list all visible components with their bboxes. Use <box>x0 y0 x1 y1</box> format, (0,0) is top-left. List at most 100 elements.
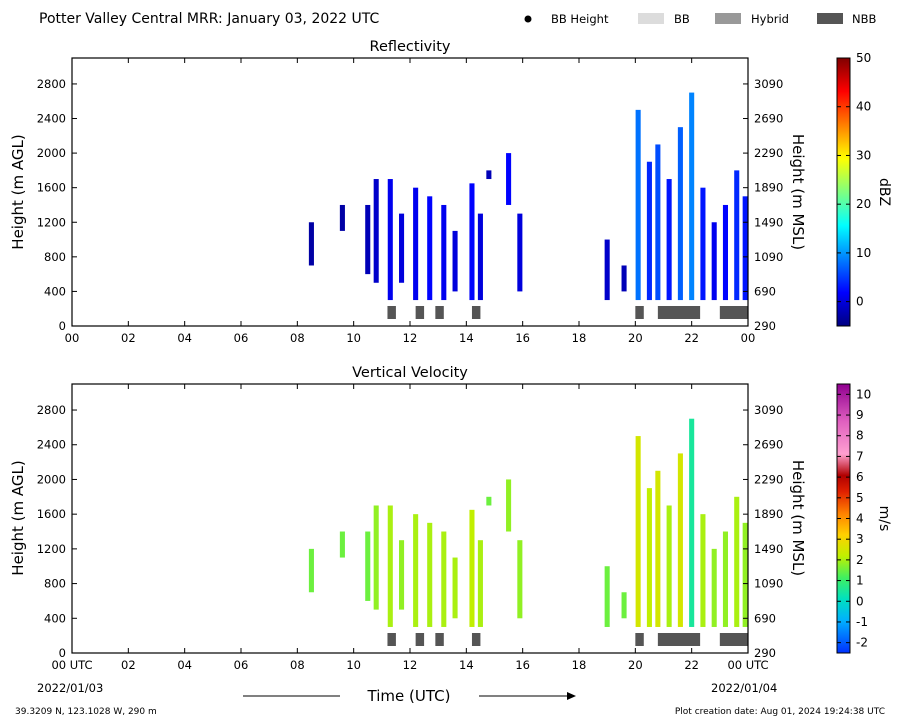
vel-data-column <box>621 592 627 619</box>
vel-data-column <box>604 566 610 627</box>
vel-data-column <box>677 453 683 627</box>
vel-x-tick-label: 00 UTC <box>727 658 768 672</box>
refl-y-tick-label: 2800 <box>37 77 66 91</box>
vel-bright-band-block <box>635 633 644 646</box>
refl-data-column <box>666 179 672 301</box>
refl-data-column <box>621 265 627 292</box>
vel-data-column <box>734 496 740 627</box>
vel-y-axis-label: Height (m AGL) <box>9 460 27 575</box>
refl-data-column <box>469 183 475 301</box>
vel-colorbar-tick-label: -2 <box>856 636 868 650</box>
vel-colorbar-tick-label: 6 <box>856 470 864 484</box>
vel-data-column <box>365 531 371 601</box>
vel-y-right-tick-label: 690 <box>754 611 776 625</box>
refl-data-column <box>677 127 683 301</box>
legend-label-nbb: NBB <box>852 12 876 26</box>
legend-marker-bb-height <box>524 15 532 23</box>
refl-x-tick-label: 02 <box>121 331 136 345</box>
vel-bright-band-block <box>415 633 425 646</box>
refl-x-tick-label: 08 <box>290 331 305 345</box>
legend-label-hybrid: Hybrid <box>751 12 789 26</box>
vel-y-tick-label: 0 <box>59 646 66 660</box>
vel-bright-band-block <box>719 633 748 646</box>
vel-colorbar-tick-label: 4 <box>856 512 864 526</box>
refl-colorbar-tick-label: 40 <box>856 100 871 114</box>
vel-colorbar-tick-label: 3 <box>856 532 864 546</box>
refl-y-right-tick-label: 3090 <box>754 77 783 91</box>
refl-bright-band-block <box>471 306 481 319</box>
vel-colorbar-tick-label: -1 <box>856 615 868 629</box>
legend-label-bb-height: BB Height <box>551 12 609 26</box>
vel-data-column <box>387 505 393 627</box>
refl-y-tick-label: 800 <box>44 250 66 264</box>
refl-plot-frame <box>71 57 749 327</box>
refl-data-column <box>655 144 661 301</box>
vel-data-column <box>399 540 405 610</box>
refl-colorbar-tick-label: 10 <box>856 246 871 260</box>
refl-y-right-tick-label: 2290 <box>754 146 783 160</box>
refl-bright-band-block <box>415 306 425 319</box>
vel-data-column <box>517 540 523 619</box>
refl-y-tick-label: 2000 <box>37 146 66 160</box>
vel-data-column <box>711 548 717 627</box>
refl-y-right-tick-label: 1490 <box>754 215 783 229</box>
vel-x-tick-label: 04 <box>177 658 192 672</box>
refl-data-column <box>477 213 483 301</box>
refl-colorbar-tick-label: 20 <box>856 197 871 211</box>
x-axis-label: Time (UTC) <box>367 687 451 705</box>
vel-colorbar-tick-label: 10 <box>856 387 871 401</box>
refl-bright-band-block <box>657 306 701 319</box>
refl-x-tick-label: 20 <box>628 331 643 345</box>
refl-y-right-tick-label: 1890 <box>754 181 783 195</box>
start-date: 2022/01/03 <box>37 681 103 695</box>
vel-colorbar-tick-label: 7 <box>856 449 864 463</box>
refl-data-column <box>722 204 729 301</box>
vel-y-tick-label: 2400 <box>37 438 66 452</box>
refl-y-right-tick-label: 290 <box>754 319 776 333</box>
refl-data-column <box>399 213 405 283</box>
vel-y-right-tick-label: 2690 <box>754 438 783 452</box>
vel-data-column <box>469 509 475 627</box>
vel-data-column <box>339 531 345 558</box>
vel-data-column <box>646 488 652 627</box>
refl-y-tick-label: 1600 <box>37 181 66 195</box>
vel-y-right-tick-label: 2290 <box>754 472 783 486</box>
refl-data-column <box>506 153 512 205</box>
vel-colorbar-tick-label: 0 <box>856 594 864 608</box>
refl-colorbar-tick-label: 30 <box>856 148 871 162</box>
refl-x-tick-label: 00 <box>65 331 80 345</box>
refl-x-tick-label: 00 <box>741 331 756 345</box>
vel-colorbar-label: m/s <box>876 506 892 532</box>
vel-y-tick-label: 2800 <box>37 403 66 417</box>
refl-data-column <box>734 170 740 301</box>
refl-data-column <box>486 170 492 180</box>
vel-y-tick-label: 1200 <box>37 542 66 556</box>
refl-data-column <box>711 222 717 301</box>
refl-y-tick-label: 1200 <box>37 215 66 229</box>
vel-data-column <box>308 548 314 593</box>
vel-data-column <box>655 470 661 627</box>
vel-data-column <box>486 496 492 506</box>
creation-date: Plot creation date: Aug 01, 2024 19:24:3… <box>675 707 885 717</box>
vel-panel-title: Vertical Velocity <box>352 365 468 381</box>
refl-data-column <box>365 204 371 275</box>
vel-y-tick-label: 2000 <box>37 472 66 486</box>
refl-x-tick-label: 22 <box>684 331 699 345</box>
refl-data-column <box>742 196 748 301</box>
vel-data-column <box>666 505 672 627</box>
figure-legend: BB Height BB Hybrid NBB <box>524 12 876 26</box>
refl-colorbar <box>836 57 851 327</box>
refl-x-tick-label: 04 <box>177 331 192 345</box>
refl-x-tick-label: 18 <box>572 331 587 345</box>
vel-plot-frame <box>71 383 749 654</box>
vel-y-right-tick-label: 1890 <box>754 507 783 521</box>
refl-x-tick-label: 06 <box>234 331 249 345</box>
vel-x-tick-label: 18 <box>572 658 587 672</box>
refl-data-column <box>373 179 379 283</box>
vel-bright-band-block <box>471 633 481 646</box>
vel-x-tick-label: 00 UTC <box>51 658 92 672</box>
vel-bright-band-block <box>435 633 444 646</box>
vel-x-tick-label: 20 <box>628 658 643 672</box>
refl-y-tick-label: 2400 <box>37 112 66 126</box>
vel-x-tick-label: 14 <box>459 658 474 672</box>
